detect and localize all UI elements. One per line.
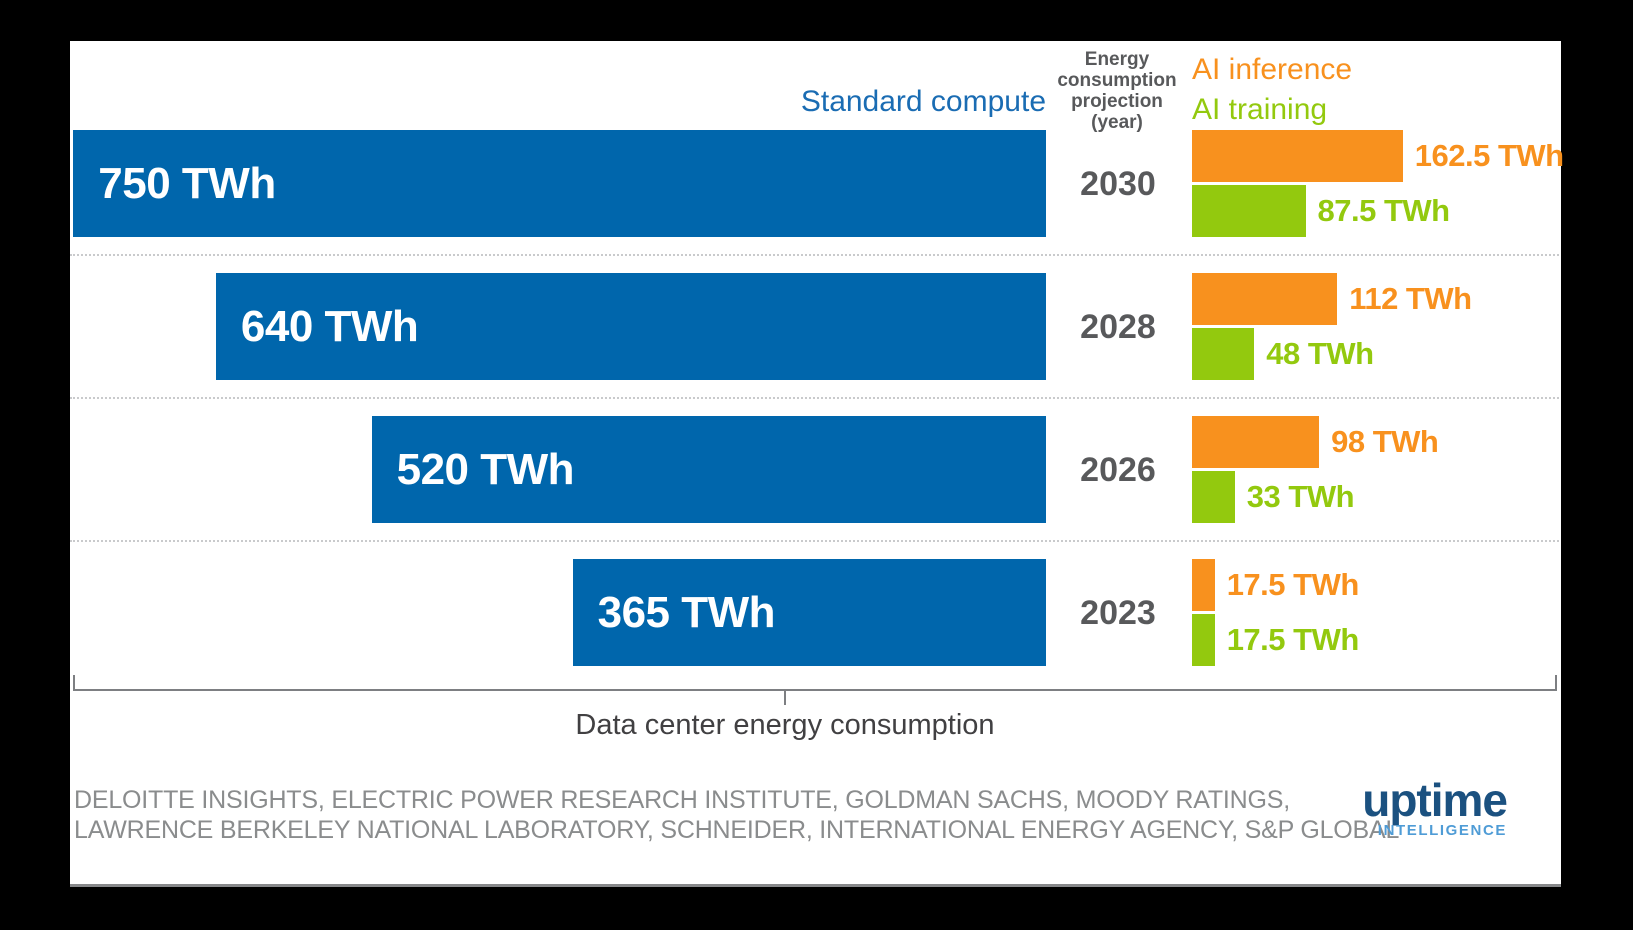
axis-bracket-tick-center: [784, 689, 786, 705]
ai-inference-bar: [1192, 130, 1403, 182]
standard-compute-bar: 750 TWh: [73, 130, 1047, 237]
logo-subtitle: INTELLIGENCE: [1377, 822, 1507, 839]
ai-training-bar: [1192, 614, 1215, 666]
ai-inference-bar: [1192, 416, 1320, 468]
standard-compute-value: 750 TWh: [98, 158, 276, 208]
sources-note: DELOITTE INSIGHTS, ELECTRIC POWER RESEAR…: [74, 785, 1399, 845]
ai-inference-value: 98 TWh: [1331, 424, 1439, 459]
logo-wordmark: uptime: [1362, 774, 1508, 826]
standard-compute-bar: 640 TWh: [215, 273, 1046, 380]
year-label: 2026: [1080, 451, 1156, 489]
axis-bracket-line: [73, 689, 1557, 691]
ai-training-value: 17.5 TWh: [1226, 622, 1360, 657]
ai-training-value: 87.5 TWh: [1317, 193, 1451, 228]
chart-panel: Standard compute Energy consumption proj…: [70, 41, 1564, 887]
ai-inference-value: 162.5 TWh: [1414, 138, 1564, 173]
row-separator: [70, 254, 1559, 256]
year-label: 2030: [1080, 165, 1156, 203]
x-axis-label: Data center energy consumption: [575, 709, 995, 741]
ai-training-bar: [1192, 471, 1235, 523]
projection-axis-title: Energy consumption projection (year): [1057, 49, 1177, 133]
standard-compute-value: 365 TWh: [597, 587, 776, 637]
ai-training-bar: [1192, 328, 1255, 380]
ai-training-value: 48 TWh: [1266, 336, 1374, 371]
year-label: 2028: [1080, 308, 1156, 346]
row-separator: [70, 540, 1559, 542]
uptime-intelligence-logo: uptime INTELLIGENCE: [1362, 774, 1508, 839]
sources-line-2: LAWRENCE BERKELEY NATIONAL LABORATORY, S…: [74, 816, 1400, 844]
standard-compute-bar: 365 TWh: [572, 559, 1046, 666]
sources-line-1: DELOITTE INSIGHTS, ELECTRIC POWER RESEAR…: [74, 786, 1290, 814]
standard-compute-bar: 520 TWh: [371, 416, 1046, 523]
ai-inference-value: 112 TWh: [1349, 281, 1472, 316]
ai-inference-legend: AI inference: [1192, 53, 1353, 86]
ai-inference-value: 17.5 TWh: [1226, 567, 1360, 602]
ai-inference-bar: [1192, 273, 1338, 325]
standard-compute-value: 640 TWh: [240, 301, 419, 351]
ai-training-bar: [1192, 185, 1306, 237]
ai-training-value: 33 TWh: [1246, 479, 1355, 514]
ai-inference-bar: [1192, 559, 1215, 611]
standard-compute-legend: Standard compute: [800, 85, 1046, 118]
standard-compute-value: 520 TWh: [396, 444, 575, 494]
row-separator: [70, 397, 1559, 399]
axis-bracket-tick-left: [73, 675, 75, 691]
ai-training-legend: AI training: [1192, 93, 1328, 126]
axis-bracket-tick-right: [1555, 675, 1557, 691]
year-label: 2023: [1080, 594, 1156, 632]
